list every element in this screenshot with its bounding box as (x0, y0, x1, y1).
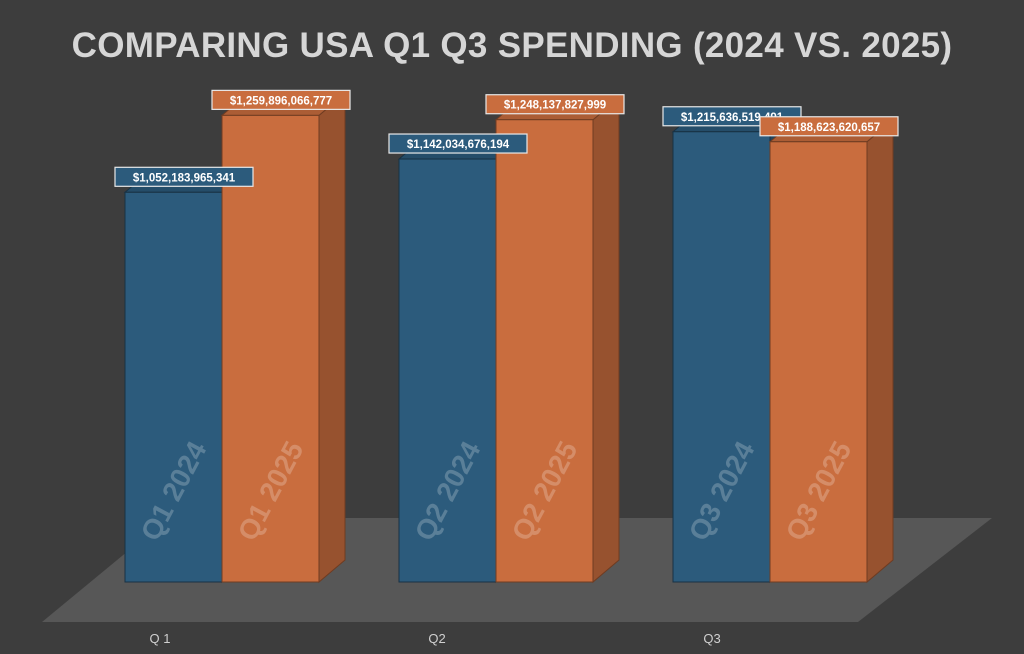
bar-q2-2025: Q2 2025 (494, 96, 621, 584)
chart-title: COMPARING USA Q1 Q3 SPENDING (2024 VS. 2… (71, 26, 953, 65)
bar-q3-2025: Q3 2025 (768, 118, 895, 584)
svg-text:$1,215,636,519,491: $1,215,636,519,491 (681, 112, 784, 124)
bar-q1-2025: Q1 2025 (220, 92, 347, 584)
data-label: $1,142,034,676,194 (388, 133, 528, 154)
bars-layer: Q1 2024 Q1 2025 Q2 2024 Q2 2025 Q3 2024 Q3 20… (123, 92, 895, 584)
svg-text:$1,259,896,066,777: $1,259,896,066,777 (230, 95, 332, 107)
svg-text:$1,248,137,827,999: $1,248,137,827,999 (504, 100, 606, 112)
data-label: $1,052,183,965,341 (114, 166, 254, 187)
x-axis: Q 1 Q2 Q3 (150, 631, 721, 646)
data-label: $1,259,896,066,777 (211, 89, 351, 110)
data-label: $1,188,623,620,657 (759, 116, 899, 137)
svg-text:$1,052,183,965,341: $1,052,183,965,341 (133, 172, 236, 184)
svg-text:$1,188,623,620,657: $1,188,623,620,657 (778, 122, 880, 134)
x-tick-label: Q 1 (150, 631, 171, 646)
data-label: $1,248,137,827,999 (485, 94, 625, 115)
svg-text:$1,142,034,676,194: $1,142,034,676,194 (407, 139, 510, 151)
labels-layer: $1,052,183,965,341 $1,259,896,066,777 $1,1… (114, 89, 899, 187)
x-tick-label: Q3 (703, 631, 720, 646)
x-tick-label: Q2 (428, 631, 445, 646)
